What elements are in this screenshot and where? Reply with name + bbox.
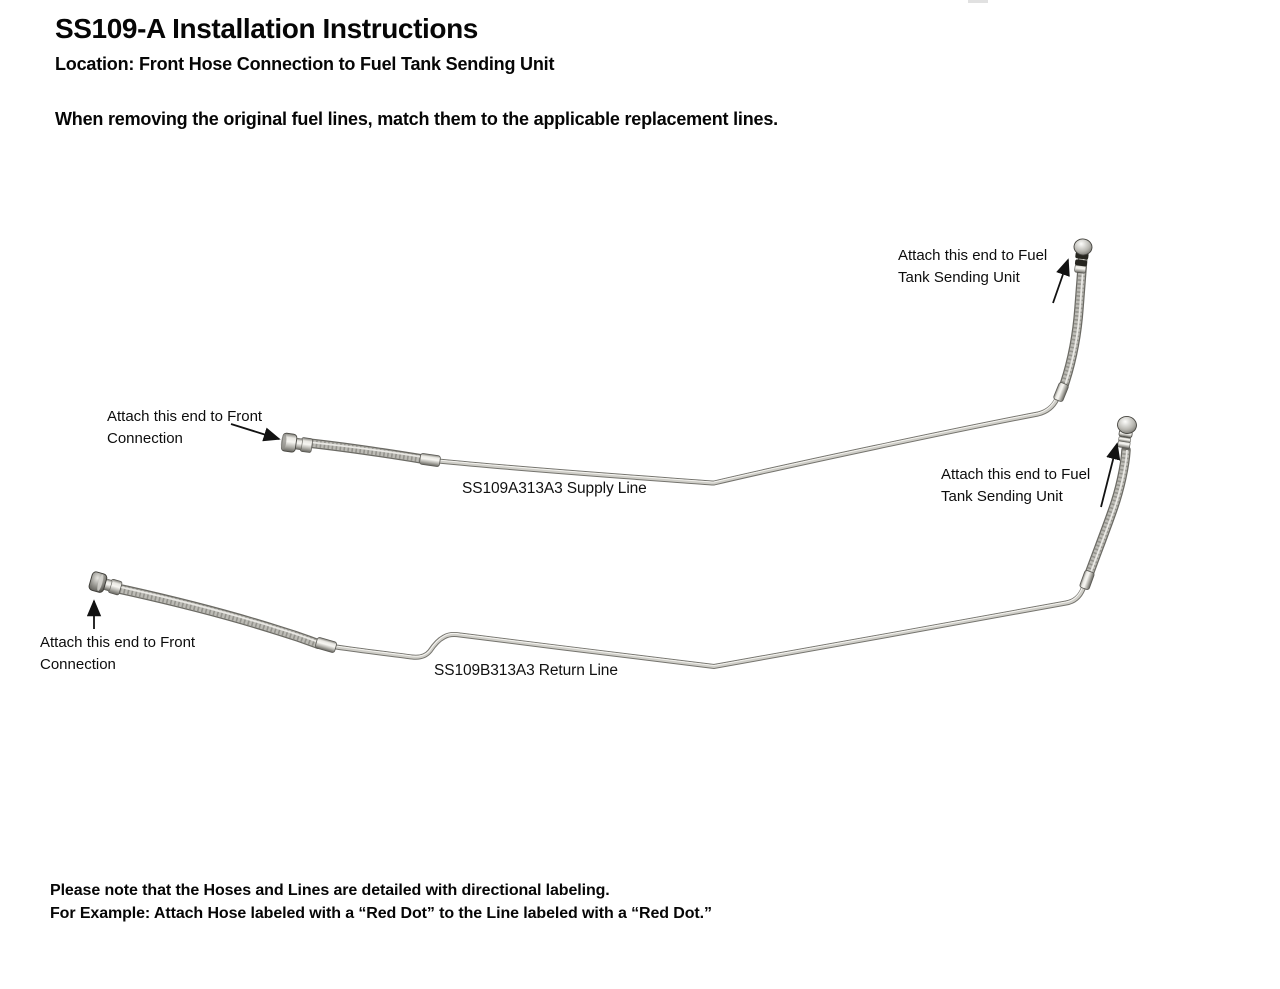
supply-tank-hose-braid — [1057, 251, 1088, 396]
supply-part-label: SS109A313A3 Supply Line — [462, 480, 647, 497]
return-tank-fitting — [1117, 416, 1137, 449]
return-tank-ferrule — [1079, 570, 1095, 590]
location-subtitle: Location: Front Hose Connection to Fuel … — [55, 54, 555, 74]
supply-tank-callout-line2: Tank Sending Unit — [898, 269, 1020, 286]
return-front-fitting — [88, 571, 123, 596]
footer-note-line2: For Example: Attach Hose labeled with a … — [50, 905, 712, 922]
return-tank-callout: Attach this end to Fuel Tank Sending Uni… — [941, 464, 1090, 508]
arrow-supply-front-end — [230, 423, 281, 442]
supply-line-photo — [280, 238, 1093, 486]
supply-tank-ferrule — [1053, 382, 1069, 402]
return-part-label: SS109B313A3 Return Line — [434, 662, 618, 679]
supply-metal-line — [435, 390, 1065, 486]
return-front-callout: Attach this end to Front Connection — [40, 632, 195, 676]
return-front-callout-line2: Connection — [40, 656, 116, 673]
return-tank-callout-line2: Tank Sending Unit — [941, 488, 1063, 505]
return-front-callout-line1: Attach this end to Front — [40, 634, 196, 651]
supply-front-callout-line1: Attach this end to Front — [107, 408, 263, 425]
return-tank-hose-braid — [1083, 445, 1131, 582]
supply-front-callout: Attach this end to Front Connection — [107, 406, 262, 450]
footer-note-line1: Please note that the Hoses and Lines are… — [50, 882, 610, 899]
supply-tank-callout: Attach this end to Fuel Tank Sending Uni… — [898, 245, 1047, 289]
supply-tank-callout-line1: Attach this end to Fuel — [898, 247, 1048, 264]
arrow-return-tank-end — [1100, 442, 1121, 508]
page-title: SS109-A Installation Instructions — [55, 13, 478, 44]
return-front-ferrule — [315, 637, 337, 653]
return-front-hose-braid — [115, 584, 323, 649]
supply-tank-fitting — [1073, 238, 1093, 274]
return-line-photo — [88, 416, 1137, 670]
supply-front-ferrule — [419, 453, 441, 467]
return-metal-line — [333, 578, 1089, 670]
arrow-supply-tank-end — [1052, 258, 1070, 304]
scan-artifact — [968, 0, 988, 3]
supply-front-fitting — [280, 432, 313, 453]
supply-front-hose-braid — [303, 438, 427, 464]
footer-note: Please note that the Hoses and Lines are… — [50, 879, 712, 925]
supply-front-callout-line2: Connection — [107, 430, 183, 447]
instruction-text: When removing the original fuel lines, m… — [55, 109, 778, 129]
return-tank-callout-line1: Attach this end to Fuel — [941, 466, 1091, 483]
